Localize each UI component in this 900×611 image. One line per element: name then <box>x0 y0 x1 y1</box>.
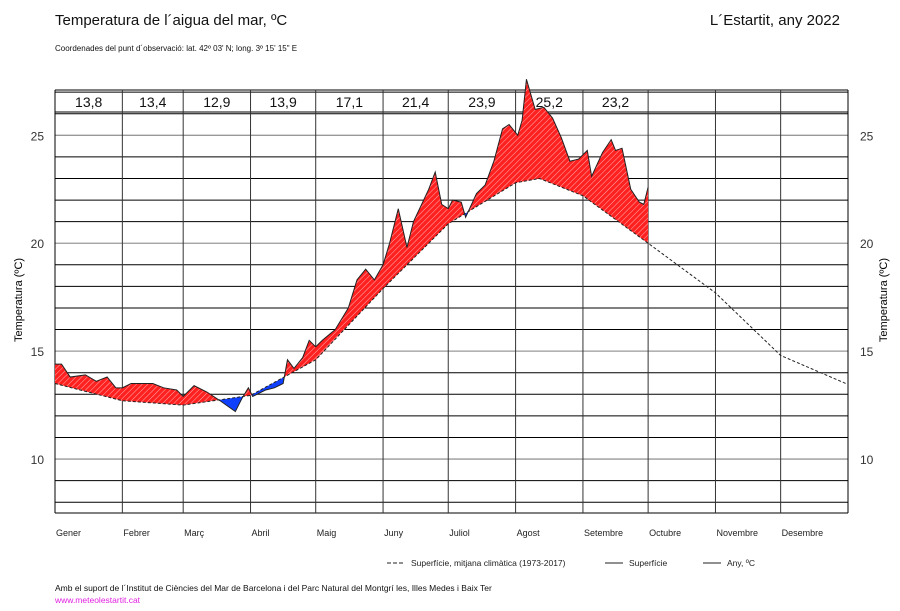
monthly-mean-value: 25,2 <box>536 94 563 110</box>
month-label: Gener <box>56 528 81 538</box>
y-tick-label-left: 25 <box>31 129 45 143</box>
monthly-mean-value: 12,9 <box>203 94 230 110</box>
station-title: L´Estartit, any 2022 <box>709 12 840 29</box>
month-label: Novembre <box>716 528 758 538</box>
month-label: Juny <box>384 528 404 538</box>
anomaly-above-area <box>55 79 649 406</box>
support-text: Amb el suport de l´Institut de Ciències … <box>55 583 492 593</box>
month-label: Abril <box>252 528 270 538</box>
monthly-mean-value: 13,4 <box>139 94 166 110</box>
website-link[interactable]: www.meteolestartit.cat <box>55 595 141 605</box>
y-tick-label-right: 15 <box>860 345 874 359</box>
monthly-mean-value: 13,9 <box>269 94 296 110</box>
y-tick-label-left: 10 <box>31 453 45 467</box>
y-tick-label-right: 10 <box>860 453 874 467</box>
anomaly-below-area <box>55 178 649 412</box>
y-axis-label-left: Temperatura (ºC) <box>13 258 25 342</box>
monthly-mean-value: 17,1 <box>336 94 363 110</box>
month-label: Setembre <box>584 528 623 538</box>
y-tick-label-left: 15 <box>31 345 45 359</box>
climate-mean-line <box>54 177 847 406</box>
month-label: Octubre <box>649 528 681 538</box>
legend-label: Any, ºC <box>727 558 755 568</box>
month-label: Desembre <box>782 528 824 538</box>
chart-title: Temperatura de l´aigua del mar, ºC <box>55 12 288 29</box>
legend-label: Superfície, mitjana climàtica (1973-2017… <box>411 558 566 568</box>
y-tick-label-right: 25 <box>860 129 874 143</box>
legend-label: Superfície <box>629 558 668 568</box>
month-label: Agost <box>517 528 541 538</box>
y-tick-label-right: 20 <box>860 237 874 251</box>
monthly-mean-value: 21,4 <box>402 94 429 110</box>
coordinates-text: Coordenades del punt d´observació: lat. … <box>55 44 298 53</box>
monthly-mean-value: 13,8 <box>75 94 102 110</box>
surface-2022-line <box>55 79 649 413</box>
monthly-mean-value: 23,9 <box>468 94 495 110</box>
month-label: Maig <box>317 528 337 538</box>
y-tick-label-left: 20 <box>31 237 45 251</box>
month-label: Març <box>184 528 204 538</box>
y-axis-label-right: Temperatura (ºC) <box>878 258 890 342</box>
monthly-mean-value: 23,2 <box>602 94 629 110</box>
month-label: Febrer <box>123 528 150 538</box>
month-label: Juliol <box>449 528 470 538</box>
